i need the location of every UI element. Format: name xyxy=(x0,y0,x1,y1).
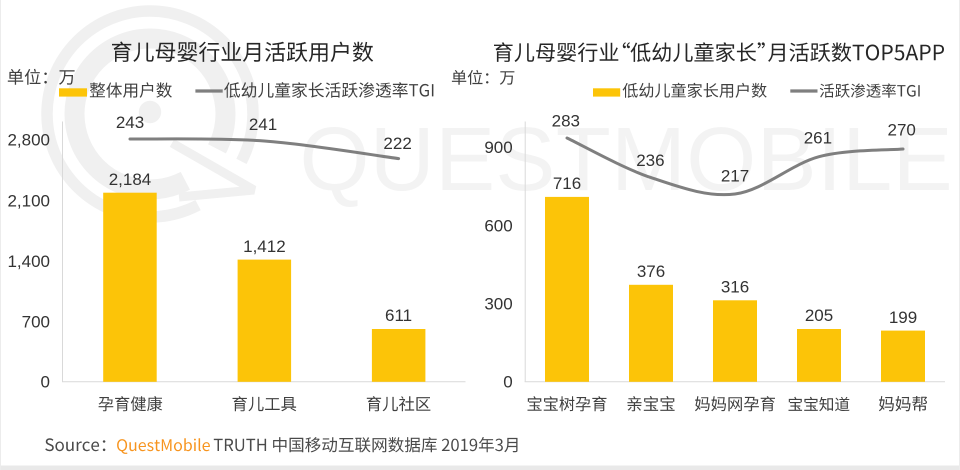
svg-text:716: 716 xyxy=(553,174,581,193)
svg-text:283: 283 xyxy=(552,112,580,131)
svg-text:QUESTMOBILE: QUESTMOBILE xyxy=(300,110,953,210)
svg-text:2,184: 2,184 xyxy=(109,170,152,189)
svg-text:611: 611 xyxy=(385,306,412,325)
svg-text:300: 300 xyxy=(484,295,512,314)
svg-text:2,800: 2,800 xyxy=(7,131,50,150)
svg-text:205: 205 xyxy=(805,306,833,325)
svg-text:900: 900 xyxy=(484,138,512,157)
svg-text:376: 376 xyxy=(637,262,665,281)
svg-text:700: 700 xyxy=(22,312,50,331)
svg-text:270: 270 xyxy=(888,120,916,139)
svg-text:1,412: 1,412 xyxy=(243,237,286,256)
svg-text:0: 0 xyxy=(41,373,50,392)
svg-text:217: 217 xyxy=(721,167,749,186)
svg-text:222: 222 xyxy=(383,134,411,153)
svg-text:261: 261 xyxy=(804,128,832,147)
svg-text:199: 199 xyxy=(889,308,917,327)
svg-text:243: 243 xyxy=(116,113,144,132)
svg-text:236: 236 xyxy=(636,151,664,170)
svg-text:0: 0 xyxy=(503,373,512,392)
svg-text:316: 316 xyxy=(721,278,749,297)
svg-text:241: 241 xyxy=(249,115,277,134)
svg-text:2,100: 2,100 xyxy=(7,191,50,210)
svg-text:600: 600 xyxy=(484,216,512,235)
svg-text:1,400: 1,400 xyxy=(7,252,50,271)
